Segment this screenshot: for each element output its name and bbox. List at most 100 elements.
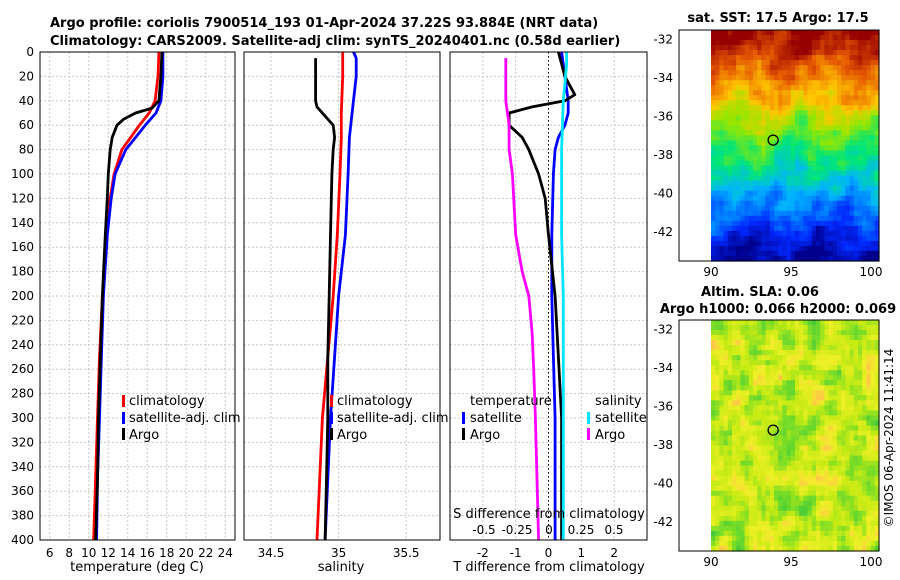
sst-cell	[811, 170, 817, 177]
sst-cell	[711, 160, 716, 167]
legend-label-climatology: climatology	[337, 394, 413, 409]
sla-cell	[816, 425, 821, 432]
sla-cell	[727, 505, 733, 512]
sla-cell	[824, 545, 830, 552]
sla-cell	[858, 485, 863, 492]
sst-cell	[774, 55, 779, 61]
sst-cell	[858, 145, 863, 152]
sla-cell	[761, 515, 767, 522]
sla-cell	[803, 370, 809, 376]
sla-cell	[736, 320, 741, 326]
sst-cell	[820, 195, 825, 202]
sst-cell	[778, 110, 783, 116]
sla-cell	[765, 380, 771, 386]
sst-cell	[786, 215, 792, 222]
sla-cell	[748, 320, 754, 326]
sst-cell	[744, 155, 750, 162]
sst-cell	[782, 155, 788, 162]
sla-cell	[866, 510, 872, 517]
sst-cell	[858, 185, 863, 192]
sst-cell	[753, 100, 758, 106]
legend-title-temperature: temperature	[470, 394, 552, 409]
sst-cell	[786, 230, 792, 237]
sla-cell	[845, 500, 851, 507]
sla-cell	[795, 515, 800, 522]
sst-cell	[816, 110, 821, 116]
sla-cell	[858, 535, 863, 542]
sst-cell	[753, 215, 758, 222]
sst-cell	[862, 155, 867, 162]
sla-cell	[828, 515, 834, 522]
sst-cell	[832, 75, 838, 81]
sst-cell	[769, 175, 775, 182]
sst-cell	[757, 60, 762, 66]
sst-cell	[870, 230, 876, 237]
sst-cell	[811, 190, 817, 197]
sst-cell	[744, 160, 750, 167]
sst-cell	[837, 30, 842, 36]
lon-tick-label: 90	[703, 555, 718, 569]
sst-cell	[736, 180, 741, 187]
sla-cell	[799, 545, 804, 552]
sst-cell	[727, 165, 733, 172]
sst-cell	[841, 250, 846, 257]
sst-cell	[803, 90, 809, 96]
sst-cell	[711, 240, 716, 247]
sla-cell	[845, 390, 851, 396]
sst-cell	[753, 55, 758, 61]
sla-cell	[832, 365, 838, 371]
sst-cell	[774, 215, 779, 222]
sst-cell	[740, 55, 746, 61]
sla-cell	[715, 525, 720, 532]
sst-cell	[811, 150, 817, 157]
sst-cell	[828, 250, 834, 257]
sst-cell	[719, 115, 725, 121]
sst-cell	[841, 245, 846, 252]
sla-cell	[786, 445, 792, 452]
sla-cell	[740, 325, 746, 331]
sst-cell	[769, 30, 775, 36]
sst-cell	[786, 130, 792, 137]
sst-cell	[786, 145, 792, 152]
sla-cell	[862, 460, 867, 467]
sla-cell	[732, 415, 737, 422]
sst-cell	[774, 40, 779, 46]
sst-cell	[845, 80, 851, 86]
sla-cell	[748, 520, 754, 527]
sst-cell	[816, 255, 821, 262]
sst-cell	[795, 200, 800, 207]
sst-cell	[782, 60, 788, 66]
sla-cell	[790, 455, 796, 462]
sst-cell	[761, 55, 767, 61]
sst-cell	[849, 210, 855, 217]
sst-cell	[732, 85, 737, 91]
sla-cell	[732, 340, 737, 346]
sla-cell	[845, 425, 851, 432]
sst-cell	[740, 115, 746, 121]
sst-cell	[824, 145, 830, 152]
sla-cell	[753, 420, 758, 427]
sla-cell	[820, 515, 825, 522]
sst-cell	[816, 135, 821, 142]
sst-cell	[816, 100, 821, 106]
sla-cell	[732, 330, 737, 336]
sst-cell	[874, 245, 880, 252]
sla-cell	[862, 415, 867, 422]
sst-cell	[753, 105, 758, 111]
sla-cell	[849, 355, 855, 361]
sla-cell	[874, 445, 880, 452]
sla-cell	[790, 540, 796, 547]
sla-cell	[786, 395, 792, 401]
sst-cell	[711, 60, 716, 66]
sla-cell	[765, 525, 771, 532]
sst-cell	[795, 130, 800, 137]
sla-cell	[723, 510, 729, 517]
sst-cell	[862, 205, 867, 212]
sst-cell	[744, 145, 750, 152]
sst-cell	[719, 90, 725, 96]
sla-cell	[795, 355, 800, 361]
sst-cell	[790, 80, 796, 86]
sst-cell	[715, 50, 720, 56]
sst-cell	[837, 100, 842, 106]
sst-cell	[841, 200, 846, 207]
